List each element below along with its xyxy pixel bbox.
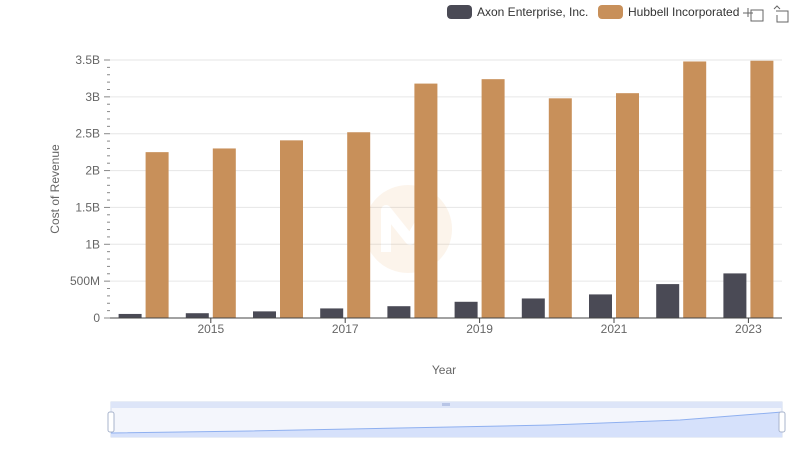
legend-item-hubbell[interactable]: Hubbell Incorporated — [598, 5, 739, 19]
bar-axon-2021[interactable] — [589, 294, 612, 318]
x-tick-label: 2023 — [735, 322, 762, 336]
bar-hubbell-2019[interactable] — [481, 79, 505, 318]
zoom-reset-icon[interactable] — [773, 5, 789, 23]
grid-layer — [110, 59, 782, 319]
bar-hubbell-2016[interactable] — [280, 140, 303, 318]
data-zoom-handle-right[interactable] — [778, 411, 786, 433]
x-tick-label: 2021 — [601, 322, 628, 336]
data-zoom-line — [110, 411, 783, 434]
bar-hubbell-2023[interactable] — [750, 60, 774, 318]
y-tick-label: 3B — [85, 90, 100, 104]
legend-label-hubbell: Hubbell Incorporated — [628, 5, 739, 19]
legend-swatch-axon — [447, 5, 472, 19]
y-tick-label: 0 — [93, 311, 100, 325]
bar-axon-2019[interactable] — [454, 301, 478, 318]
bar-axon-2014[interactable] — [118, 313, 142, 318]
bar-hubbell-2014[interactable] — [145, 152, 169, 318]
data-zoom-grip[interactable] — [442, 403, 450, 406]
y-tick-label: 3.5B — [75, 53, 100, 67]
x-tick-label: 2015 — [197, 322, 224, 336]
legend-label-axon: Axon Enterprise, Inc. — [477, 5, 588, 19]
bar-axon-2015[interactable] — [185, 313, 209, 318]
bar-hubbell-2017[interactable] — [347, 132, 371, 318]
bar-hubbell-2021[interactable] — [616, 93, 639, 319]
bars — [118, 60, 774, 319]
bar-hubbell-2015[interactable] — [212, 148, 236, 318]
data-zoom-slider[interactable] — [107, 401, 786, 438]
x-axis-title: Year — [432, 363, 456, 377]
bar-axon-2022[interactable] — [656, 284, 680, 318]
legend-item-axon[interactable]: Axon Enterprise, Inc. — [447, 5, 588, 19]
y-tick-label: 1.5B — [75, 200, 100, 214]
y-tick-label: 500M — [70, 274, 100, 288]
y-axis: 0 500M 1B 1.5B 2B 2.5B 3B 3.5B — [70, 53, 110, 325]
legend-swatch-hubbell — [598, 5, 623, 19]
bar-hubbell-2018[interactable] — [414, 83, 438, 319]
zoom-select-icon[interactable] — [743, 8, 764, 22]
y-tick-label: 2.5B — [75, 127, 100, 141]
x-tick-label: 2017 — [332, 322, 359, 336]
bar-axon-2023[interactable] — [723, 273, 747, 318]
x-tick-label: 2019 — [466, 322, 493, 336]
bar-axon-2016[interactable] — [253, 311, 276, 318]
y-axis-title: Cost of Revenue — [48, 144, 62, 234]
data-zoom-handle-left[interactable] — [107, 411, 115, 433]
y-tick-label: 2B — [85, 164, 100, 178]
bar-axon-2018[interactable] — [387, 306, 411, 318]
x-axis: 2015 2017 2019 2021 2023 — [197, 318, 762, 336]
bar-axon-2020[interactable] — [521, 298, 545, 318]
bar-axon-2017[interactable] — [320, 308, 344, 318]
watermark-logo — [364, 185, 452, 273]
legend: Axon Enterprise, Inc. Hubbell Incorporat… — [447, 5, 739, 19]
bar-hubbell-2022[interactable] — [683, 61, 707, 319]
y-tick-label: 1B — [85, 237, 100, 251]
bar-hubbell-2020[interactable] — [548, 98, 572, 319]
